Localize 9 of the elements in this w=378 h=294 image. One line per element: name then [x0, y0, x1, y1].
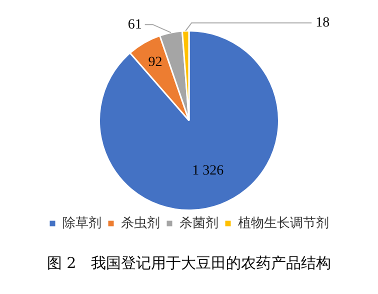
data-label: 61: [128, 17, 142, 32]
data-label: 92: [148, 54, 162, 70]
legend-label: 植物生长调节剂: [238, 214, 329, 231]
data-label: 18: [316, 15, 330, 30]
caption: 图 2 我国登记用于大豆田的农药产品结构: [46, 254, 332, 273]
legend-label: 杀菌剂: [180, 214, 218, 231]
legend-label: 杀虫剂: [121, 214, 160, 231]
data-label: 1 326: [192, 164, 224, 179]
legend-label: 除草剂: [62, 214, 102, 231]
